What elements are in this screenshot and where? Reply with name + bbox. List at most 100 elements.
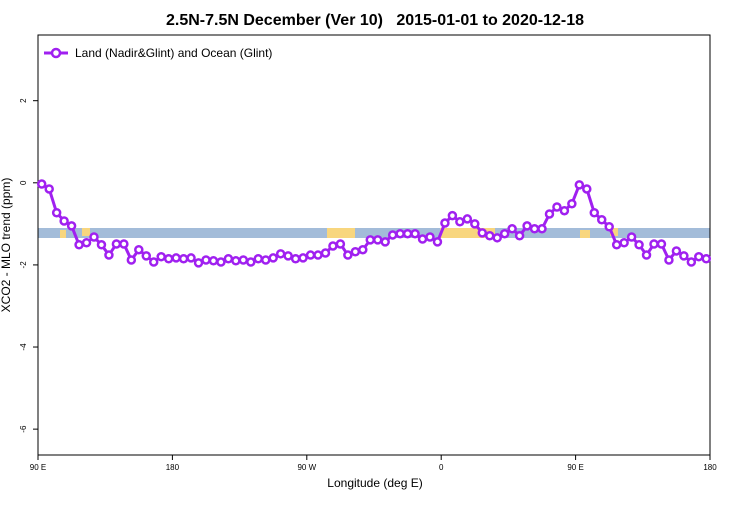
data-point bbox=[111, 239, 122, 249]
data-point bbox=[36, 179, 47, 189]
data-point bbox=[260, 255, 271, 265]
chart-title: 2.5N-7.5N December (Ver 10) 2015-01-01 t… bbox=[166, 12, 584, 29]
data-point bbox=[604, 221, 614, 232]
data-point bbox=[81, 237, 92, 248]
data-point bbox=[156, 251, 166, 262]
data-point bbox=[335, 239, 346, 249]
data-point bbox=[470, 219, 480, 229]
data-point bbox=[193, 258, 204, 268]
x-axis-label: Longitude (deg E) bbox=[327, 476, 422, 490]
data-point bbox=[641, 250, 652, 260]
data-point bbox=[529, 224, 540, 234]
data-point bbox=[119, 239, 129, 249]
data-point bbox=[499, 228, 510, 239]
data-point bbox=[671, 246, 682, 256]
data-point bbox=[582, 184, 592, 194]
data-point bbox=[44, 184, 54, 194]
plot-frame bbox=[37, 34, 711, 456]
data-point bbox=[679, 251, 689, 261]
legend-marker bbox=[50, 47, 62, 59]
data-point bbox=[59, 216, 69, 226]
x-tick-label: 180 bbox=[166, 463, 180, 472]
data-point bbox=[552, 202, 562, 212]
data-point bbox=[313, 250, 323, 260]
x-tick-label: 90 E bbox=[567, 463, 583, 472]
data-point bbox=[350, 247, 361, 257]
data-point bbox=[477, 228, 488, 238]
data-point bbox=[186, 253, 196, 263]
data-point bbox=[74, 240, 84, 250]
data-point bbox=[126, 255, 137, 265]
data-point bbox=[649, 239, 659, 249]
data-point bbox=[559, 205, 570, 216]
data-point bbox=[380, 237, 390, 247]
data-point bbox=[462, 214, 473, 224]
x-tick-label: 90 E bbox=[30, 463, 46, 472]
data-point bbox=[283, 251, 293, 261]
data-point bbox=[537, 224, 547, 234]
data-point bbox=[611, 240, 622, 250]
data-point bbox=[701, 254, 712, 264]
data-point bbox=[589, 208, 600, 218]
data-point bbox=[447, 210, 458, 221]
data-point bbox=[417, 234, 428, 244]
data-point bbox=[402, 228, 413, 239]
data-point bbox=[178, 254, 189, 264]
data-point bbox=[544, 209, 555, 219]
data-point bbox=[298, 253, 308, 263]
y-tick-label: 2 bbox=[19, 98, 28, 103]
data-point bbox=[365, 235, 376, 245]
data-point bbox=[246, 257, 256, 267]
data-point bbox=[320, 248, 331, 258]
x-tick-label: 0 bbox=[439, 463, 444, 472]
y-tick-label: -4 bbox=[19, 343, 28, 351]
data-point bbox=[574, 180, 585, 190]
data-point bbox=[253, 254, 264, 264]
data-point bbox=[343, 250, 353, 260]
legend-label: Land (Nadir&Glint) and Ocean (Glint) bbox=[75, 46, 272, 60]
data-point bbox=[567, 198, 577, 209]
data-point bbox=[238, 255, 249, 265]
data-point bbox=[694, 251, 704, 262]
x-tick-label: 90 W bbox=[297, 463, 316, 472]
data-point bbox=[163, 254, 174, 264]
y-tick-label: -6 bbox=[19, 425, 28, 433]
data-point bbox=[455, 217, 465, 227]
data-point bbox=[305, 250, 316, 260]
data-point bbox=[372, 235, 383, 245]
data-point bbox=[223, 254, 234, 264]
data-point bbox=[686, 257, 697, 267]
data-point bbox=[51, 208, 62, 218]
data-point bbox=[208, 256, 219, 266]
data-point bbox=[216, 257, 226, 267]
y-tick-label: -2 bbox=[19, 261, 28, 269]
data-point bbox=[440, 218, 450, 228]
data-point bbox=[619, 237, 629, 248]
data-point bbox=[432, 237, 443, 247]
data-point bbox=[231, 256, 241, 266]
data-point bbox=[492, 233, 502, 243]
data-point bbox=[141, 251, 152, 261]
data-point bbox=[387, 230, 398, 240]
data-point bbox=[148, 257, 159, 267]
data-point bbox=[656, 239, 667, 249]
data-point bbox=[484, 231, 495, 241]
data-point bbox=[89, 232, 99, 242]
data-point bbox=[664, 255, 674, 265]
data-point bbox=[96, 240, 107, 250]
data-point bbox=[104, 250, 114, 260]
data-point bbox=[514, 231, 525, 241]
data-point bbox=[358, 244, 368, 255]
data-point bbox=[425, 232, 435, 242]
data-point bbox=[522, 221, 532, 231]
data-point bbox=[66, 221, 77, 231]
data-point bbox=[328, 241, 338, 251]
data-point bbox=[395, 228, 405, 239]
data-point bbox=[290, 254, 301, 264]
data-point bbox=[201, 255, 211, 265]
data-point bbox=[634, 240, 644, 250]
data-point bbox=[596, 215, 607, 225]
data-point bbox=[171, 253, 181, 263]
y-tick-label: 0 bbox=[19, 180, 28, 185]
